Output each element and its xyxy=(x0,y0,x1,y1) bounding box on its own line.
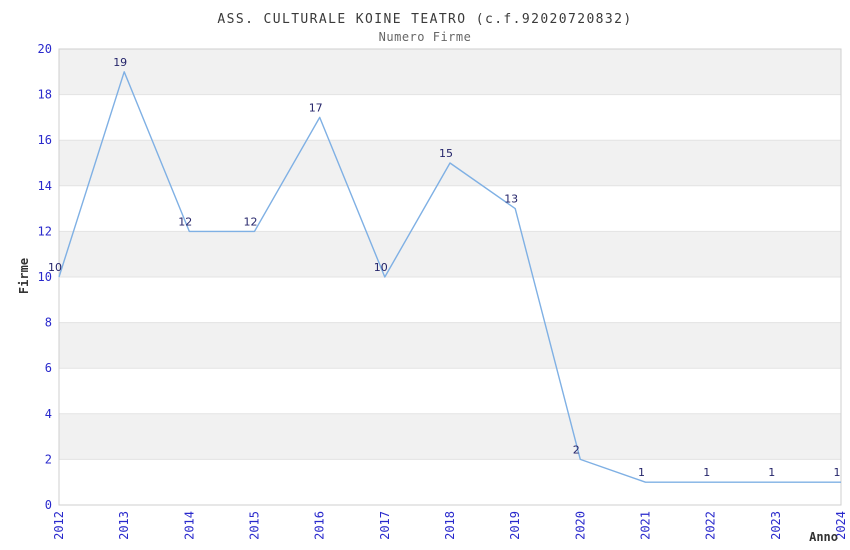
data-point-label: 10 xyxy=(374,261,388,274)
data-point-label: 13 xyxy=(504,193,518,206)
series-line xyxy=(58,71,841,483)
band-rect xyxy=(59,322,841,369)
x-tick-label: 2017 xyxy=(378,511,392,540)
y-tick-label: 0 xyxy=(45,498,52,512)
x-tick-label: 2021 xyxy=(639,511,653,540)
x-tick-label: 2018 xyxy=(443,511,457,540)
x-tick-label: 2023 xyxy=(769,511,783,540)
y-tick-label: 14 xyxy=(38,179,52,193)
y-axis-tick-labels: 0 2 4 6 8 10 12 14 16 18 20 xyxy=(38,42,52,512)
data-point-label: 2 xyxy=(573,443,580,456)
x-axis-tick-labels: 2012 2013 2014 2015 2016 2017 2018 2019 2020 2021… xyxy=(52,511,848,540)
x-axis-title: Anno xyxy=(809,530,838,544)
data-point-label: 1 xyxy=(703,466,710,479)
data-point-label: 17 xyxy=(309,101,323,114)
line-series xyxy=(58,71,841,483)
y-tick-label: 8 xyxy=(45,316,52,330)
data-point-label: 15 xyxy=(439,147,453,160)
y-tick-label: 16 xyxy=(38,133,52,147)
data-point-label: 12 xyxy=(178,215,192,228)
y-tick-label: 6 xyxy=(45,361,52,375)
data-point-label: 19 xyxy=(113,56,127,69)
y-tick-label: 4 xyxy=(45,407,52,421)
data-point-label: 10 xyxy=(48,261,62,274)
x-tick-label: 2016 xyxy=(313,511,327,540)
band-rect xyxy=(59,413,841,460)
y-tick-label: 10 xyxy=(38,270,52,284)
x-tick-label: 2020 xyxy=(573,511,587,540)
x-tick-label: 2012 xyxy=(52,511,66,540)
data-point-label: 1 xyxy=(768,466,775,479)
chart-title: ASS. CULTURALE KOINE TEATRO (c.f.9202072… xyxy=(217,12,632,27)
chart-subtitle: Numero Firme xyxy=(379,30,472,44)
y-tick-label: 12 xyxy=(38,224,52,238)
y-tick-label: 2 xyxy=(45,452,52,466)
y-axis-title: Firme xyxy=(17,258,31,294)
y-tick-label: 20 xyxy=(38,42,52,56)
y-tick-label: 18 xyxy=(38,88,52,102)
data-point-label: 1 xyxy=(638,466,645,479)
x-tick-label: 2013 xyxy=(117,511,131,540)
plot-background-bands xyxy=(59,49,841,460)
data-point-labels: 10 19 12 12 17 10 15 13 2 1 1 1 1 xyxy=(48,56,841,479)
x-tick-label: 2022 xyxy=(704,511,718,540)
x-tick-label: 2019 xyxy=(508,511,522,540)
data-point-label: 1 xyxy=(834,466,841,479)
band-rect xyxy=(59,231,841,277)
gridlines xyxy=(59,94,841,460)
x-tick-label: 2014 xyxy=(182,511,196,540)
band-rect xyxy=(59,49,841,95)
x-tick-label: 2024 xyxy=(834,511,848,540)
data-point-label: 12 xyxy=(244,215,258,228)
x-tick-label: 2015 xyxy=(248,511,262,540)
